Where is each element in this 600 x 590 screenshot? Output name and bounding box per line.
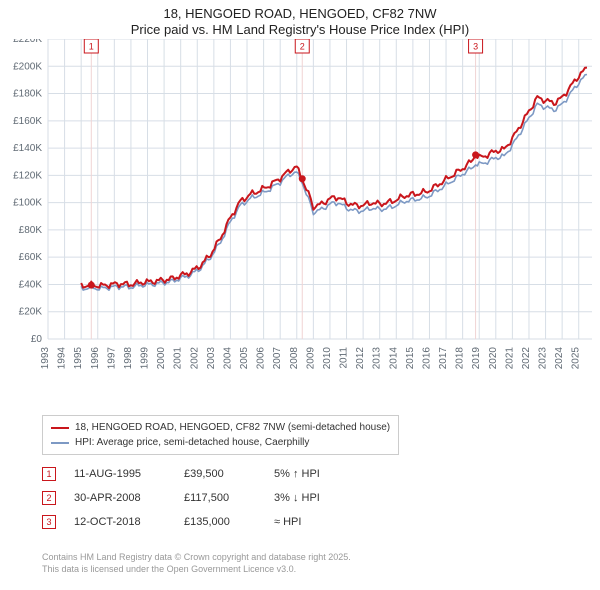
svg-text:2024: 2024 [554,346,565,369]
svg-text:2022: 2022 [521,346,532,369]
sale-delta: 3% ↓ HPI [274,492,374,504]
svg-text:2002: 2002 [189,346,200,369]
footer-line-1: Contains HM Land Registry data © Crown c… [42,552,351,564]
svg-text:1996: 1996 [90,346,101,369]
legend-row-hpi: HPI: Average price, semi-detached house,… [51,435,390,450]
sale-marker-icon: 1 [42,467,56,481]
svg-text:£0: £0 [31,334,43,345]
sale-date: 12-OCT-2018 [74,516,184,528]
sales-table: 1 11-AUG-1995£39,5005% ↑ HPI 2 30-APR-2008£… [42,462,374,534]
svg-text:2003: 2003 [206,346,217,369]
svg-text:2005: 2005 [239,346,250,369]
svg-text:2: 2 [300,41,305,51]
svg-text:£80K: £80K [19,224,43,235]
sale-marker-icon: 3 [42,515,56,529]
sale-delta: 5% ↑ HPI [274,468,374,480]
chart-legend: 18, HENGOED ROAD, HENGOED, CF82 7NW (sem… [42,415,399,455]
svg-text:£160K: £160K [13,115,42,126]
svg-text:2009: 2009 [305,346,316,369]
svg-text:2019: 2019 [471,346,482,369]
title-line-1: 18, HENGOED ROAD, HENGOED, CF82 7NW [0,6,600,22]
sales-row: 3 12-OCT-2018£135,000≈ HPI [42,510,374,534]
svg-text:1999: 1999 [140,346,151,369]
svg-text:2010: 2010 [322,346,333,369]
svg-text:2021: 2021 [504,346,515,369]
svg-text:2016: 2016 [421,346,432,369]
svg-text:2012: 2012 [355,346,366,369]
svg-text:2006: 2006 [256,346,267,369]
svg-text:£200K: £200K [13,61,42,72]
svg-text:2007: 2007 [272,346,283,369]
svg-text:£40K: £40K [19,279,43,290]
svg-text:2000: 2000 [156,346,167,369]
svg-text:1998: 1998 [123,346,134,369]
legend-label-hpi: HPI: Average price, semi-detached house,… [75,435,309,450]
svg-text:1993: 1993 [40,346,51,369]
svg-text:£60K: £60K [19,252,43,263]
sale-price: £135,000 [184,516,274,528]
svg-text:2017: 2017 [438,346,449,369]
price-chart: £0 £20K £40K £60K £80K £100K £120K £140K £160K £1… [0,39,600,374]
footer-line-2: This data is licensed under the Open Gov… [42,564,351,576]
legend-swatch-property [51,427,69,429]
sales-row: 1 11-AUG-1995£39,5005% ↑ HPI [42,462,374,486]
svg-text:2004: 2004 [222,346,233,369]
sale-date: 11-AUG-1995 [74,468,184,480]
svg-text:2015: 2015 [405,346,416,369]
svg-text:£100K: £100K [13,197,42,208]
svg-text:2020: 2020 [488,346,499,369]
svg-text:1995: 1995 [73,346,84,369]
sale-price: £39,500 [184,468,274,480]
svg-text:2014: 2014 [388,346,399,369]
svg-text:1997: 1997 [106,346,117,369]
sales-row: 2 30-APR-2008£117,5003% ↓ HPI [42,486,374,510]
svg-text:£220K: £220K [13,39,42,45]
svg-text:2011: 2011 [339,346,350,368]
svg-text:1994: 1994 [57,346,68,369]
chart-title: 18, HENGOED ROAD, HENGOED, CF82 7NW Pric… [0,0,600,39]
svg-text:2018: 2018 [455,346,466,369]
svg-text:2023: 2023 [538,346,549,369]
svg-text:2001: 2001 [173,346,184,369]
svg-text:£180K: £180K [13,88,42,99]
svg-text:1: 1 [89,41,94,51]
svg-text:£140K: £140K [13,143,42,154]
sale-price: £117,500 [184,492,274,504]
title-line-2: Price paid vs. HM Land Registry's House … [0,22,600,38]
svg-text:£120K: £120K [13,170,42,181]
sale-marker-icon: 2 [42,491,56,505]
legend-label-property: 18, HENGOED ROAD, HENGOED, CF82 7NW (sem… [75,420,390,435]
legend-swatch-hpi [51,442,69,444]
footer-note: Contains HM Land Registry data © Crown c… [42,552,351,575]
sale-delta: ≈ HPI [274,516,374,528]
sale-date: 30-APR-2008 [74,492,184,504]
svg-text:2008: 2008 [289,346,300,369]
legend-row-property: 18, HENGOED ROAD, HENGOED, CF82 7NW (sem… [51,420,390,435]
svg-text:2013: 2013 [372,346,383,369]
svg-text:2025: 2025 [571,346,582,369]
svg-text:£20K: £20K [19,306,43,317]
svg-text:3: 3 [473,41,478,51]
